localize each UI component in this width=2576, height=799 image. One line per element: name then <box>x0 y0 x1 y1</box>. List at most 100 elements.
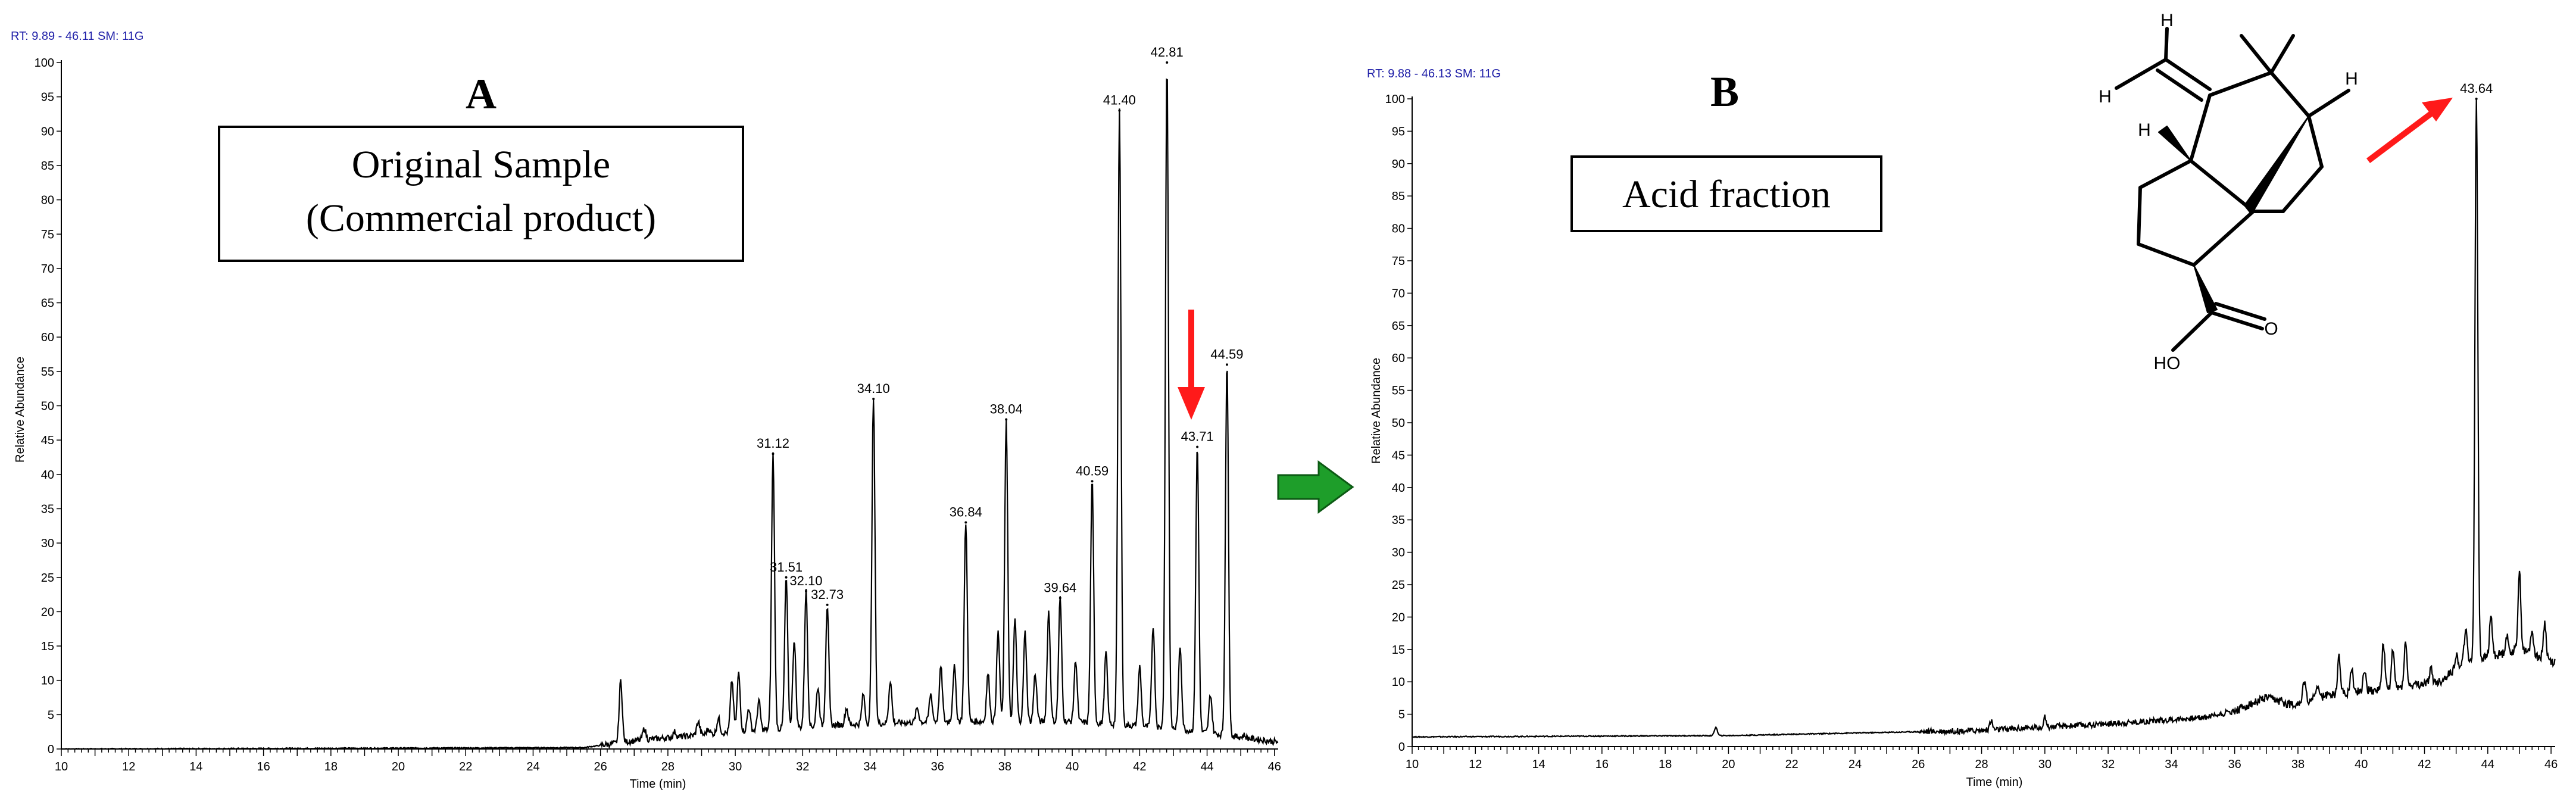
panel-a-x-tick-label: 42 <box>1133 760 1146 773</box>
panel-a-y-tick-label: 45 <box>41 434 54 447</box>
panel-b-x-tick-label: 32 <box>2102 758 2115 771</box>
panel-a-highlight-arrow <box>1178 310 1205 420</box>
panel-a-x-tick-label: 32 <box>796 760 809 773</box>
panel-b-letter: B <box>1710 68 1739 116</box>
panel-a-peak-label: 31.51 <box>770 560 803 575</box>
panel-b-x-tick-label: 16 <box>1595 758 1609 771</box>
panel-b-x-tick-label: 10 <box>1406 758 1419 771</box>
panel-b-y-tick-label: 55 <box>1392 385 1405 398</box>
panel-a-y-tick-label: 30 <box>41 537 54 550</box>
panel-a-peak-marker <box>1166 61 1169 64</box>
panel-a-peak-marker <box>1058 597 1061 600</box>
panel-a-peak-marker <box>1196 445 1199 448</box>
panel-a-peak-label: 34.10 <box>857 381 890 396</box>
panel-a-y-tick-label: 35 <box>41 503 54 516</box>
panel-b-x-tick-label: 44 <box>2481 758 2494 771</box>
atom-h-left: H <box>2099 87 2112 107</box>
chemical-structure-labels: H H H H O HO <box>2099 11 2358 373</box>
panel-a-y-tick-label: 40 <box>41 469 54 482</box>
panel-b-x-axis-title: Time (min) <box>1966 776 2023 789</box>
panel-b-y-tick-label: 40 <box>1392 482 1405 495</box>
panel-a-x-tick-label: 12 <box>122 760 135 773</box>
atom-h-top: H <box>2160 11 2174 30</box>
panel-b-y-tick-label: 65 <box>1392 320 1405 333</box>
panel-a-y-tick-label: 20 <box>41 606 54 619</box>
panel-a-title-line1: Original Sample <box>352 143 610 186</box>
panel-a-peak-marker <box>772 452 775 455</box>
panel-a-x-tick-label: 44 <box>1200 760 1213 773</box>
panel-a-y-tick-label: 15 <box>41 640 54 653</box>
panel-b-x-tick-label: 30 <box>2038 758 2052 771</box>
panel-b-x-tick-label: 14 <box>1532 758 1545 771</box>
panel-a-x-tick-label: 40 <box>1066 760 1079 773</box>
panel-a-x-tick-label: 30 <box>729 760 742 773</box>
atom-ho: HO <box>2154 354 2181 373</box>
panel-b-y-tick-label: 10 <box>1392 676 1405 689</box>
atom-o-carbonyl: O <box>2264 319 2278 339</box>
panel-b-y-tick-label: 20 <box>1392 611 1405 624</box>
panel-b-axes: 10 12 14 16 18 20 22 24 26 28 30 32 34 36 38 40 42 44 46 0 5… <box>1385 93 2558 771</box>
panel-b-y-tick-label: 70 <box>1392 287 1405 300</box>
panel-a-x-tick-label: 34 <box>863 760 876 773</box>
panel-a-letter: A <box>466 70 497 118</box>
panel-a-x-tick-label: 22 <box>459 760 472 773</box>
panel-b-peak-labels: 43.64 <box>2460 81 2493 100</box>
panel-a-peak-label: 44.59 <box>1210 347 1243 361</box>
panel-a-peak-label: 42.81 <box>1151 45 1184 60</box>
panel-b-x-tick-label: 36 <box>2228 758 2241 771</box>
panel-b-x-tick-label: 20 <box>1722 758 1735 771</box>
panel-b-y-tick-label: 50 <box>1392 417 1405 430</box>
panel-a-peak-label: 32.73 <box>811 587 844 602</box>
panel-a-peak-marker <box>785 576 788 579</box>
panel-b-peak-label: 43.64 <box>2460 81 2493 96</box>
panel-a-y-tick-label: 5 <box>48 709 54 722</box>
panel-a-y-tick-label: 25 <box>41 572 54 585</box>
panel-a-x-tick-label: 14 <box>189 760 202 773</box>
panel-a-peak-marker <box>1091 480 1094 483</box>
panel-b-x-tick-label: 28 <box>1975 758 1988 771</box>
panel-b-y-tick-label: 60 <box>1392 352 1405 365</box>
panel-a-y-tick-label: 95 <box>41 91 54 104</box>
panel-a-x-tick-label: 10 <box>55 760 68 773</box>
panel-a-y-tick-label: 100 <box>35 57 54 70</box>
panel-b-y-tick-label: 45 <box>1392 449 1405 462</box>
panel-b-peak-marker <box>2475 98 2478 100</box>
panel-a-x-tick-label: 36 <box>931 760 944 773</box>
panel-a-x-tick-label: 20 <box>392 760 405 773</box>
panel-b-y-tick-label: 75 <box>1392 255 1405 268</box>
panel-a-x-tick-label: 18 <box>324 760 338 773</box>
panel-b-y-tick-label: 95 <box>1392 125 1405 138</box>
panel-a-y-tick-label: 55 <box>41 366 54 379</box>
panel-b-trace <box>1412 98 2556 738</box>
panel-b-x-tick-label: 22 <box>1785 758 1798 771</box>
panel-a-y-tick-label: 70 <box>41 263 54 276</box>
panel-b-chart: RT: 9.88 - 46.13 SM: 11G B Acid fraction… <box>1367 11 2558 789</box>
panel-a-peak-label: 38.04 <box>990 402 1023 417</box>
panel-a-x-tick-label: 38 <box>998 760 1011 773</box>
panel-a-y-tick-label: 50 <box>41 400 54 413</box>
panel-b-y-tick-label: 0 <box>1398 741 1405 754</box>
panel-b-x-tick-label: 34 <box>2165 758 2178 771</box>
panel-b-x-tick-label: 12 <box>1469 758 1482 771</box>
panel-b-x-tick-label: 42 <box>2418 758 2431 771</box>
panel-a-peak-label: 40.59 <box>1076 463 1109 478</box>
panel-a-peak-label: 43.71 <box>1181 429 1214 444</box>
panel-a-peak-marker <box>1118 109 1121 112</box>
panel-a-chromatogram-line <box>61 78 1279 750</box>
panel-b-y-tick-label: 80 <box>1392 223 1405 236</box>
chemical-structure <box>2115 27 2350 352</box>
panel-a-x-tick-label: 46 <box>1268 760 1281 773</box>
panel-a-title-box <box>218 126 744 262</box>
panel-a-y-tick-label: 75 <box>41 228 54 241</box>
panel-b-x-tick-label: 18 <box>1659 758 1672 771</box>
panel-b-x-tick-label: 38 <box>2291 758 2305 771</box>
panel-a-y-tick-label: 60 <box>41 331 54 344</box>
panel-b-title: Acid fraction <box>1622 173 1831 216</box>
panel-b-title-box <box>1570 155 1882 232</box>
panel-a-peak-marker <box>826 603 829 606</box>
panel-a-peak-marker <box>964 521 967 524</box>
panel-b-x-tick-label: 24 <box>1849 758 1862 771</box>
atom-h-right: H <box>2345 69 2358 89</box>
panel-a-y-tick-label: 85 <box>41 160 54 173</box>
